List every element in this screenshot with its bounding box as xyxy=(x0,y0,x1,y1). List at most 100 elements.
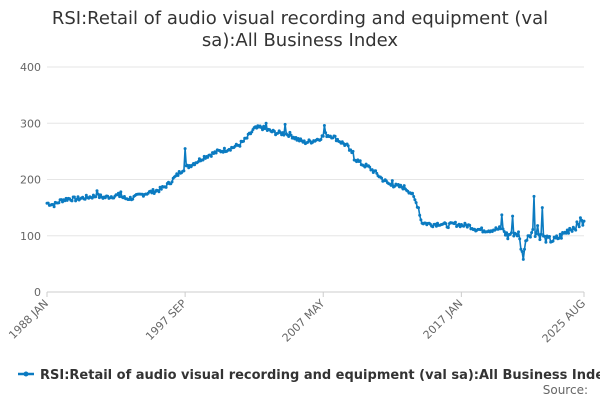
data-point xyxy=(574,228,578,232)
legend-dot-marker xyxy=(23,371,29,377)
data-point xyxy=(358,159,362,163)
data-point xyxy=(302,139,306,143)
data-point xyxy=(444,222,448,226)
data-point xyxy=(402,184,406,188)
chart-title-line-1: RSI:Retail of audio visual recording and… xyxy=(52,8,548,29)
y-tick-label: 100 xyxy=(20,230,41,243)
data-point xyxy=(99,193,103,197)
data-point xyxy=(564,231,568,235)
data-point xyxy=(525,238,529,242)
data-point xyxy=(209,154,213,158)
data-point xyxy=(283,122,287,126)
data-point xyxy=(322,124,326,127)
data-point xyxy=(296,137,300,140)
data-point xyxy=(537,233,541,237)
data-point xyxy=(131,197,135,201)
plot-area xyxy=(45,121,586,261)
data-point xyxy=(396,183,400,186)
data-point xyxy=(261,128,264,132)
data-point xyxy=(539,232,543,236)
data-point xyxy=(555,234,559,238)
data-point xyxy=(151,188,155,191)
data-point xyxy=(468,223,472,227)
data-point xyxy=(84,193,88,197)
x-tick-label: 2017 JAN xyxy=(421,297,466,342)
data-point xyxy=(548,235,551,238)
data-point xyxy=(214,151,218,155)
data-point xyxy=(255,126,259,130)
data-point xyxy=(222,146,226,150)
legend[interactable]: RSI:Retail of audio visual recording and… xyxy=(18,368,600,383)
data-point xyxy=(288,130,292,134)
data-point xyxy=(119,190,123,194)
data-point xyxy=(419,218,423,222)
data-point xyxy=(83,197,87,201)
data-point xyxy=(94,195,98,199)
data-point xyxy=(201,158,205,162)
data-point xyxy=(164,185,168,189)
data-point xyxy=(575,220,579,224)
data-point xyxy=(576,222,580,226)
data-point xyxy=(368,165,372,169)
data-point xyxy=(346,144,350,148)
data-point xyxy=(242,139,245,143)
data-point xyxy=(578,216,582,220)
data-point xyxy=(512,234,516,238)
data-point xyxy=(196,160,200,164)
data-point xyxy=(523,247,526,251)
data-point xyxy=(567,231,570,235)
data-point xyxy=(59,198,63,202)
data-point xyxy=(76,195,80,199)
data-point xyxy=(264,121,268,125)
data-point xyxy=(581,223,585,227)
data-point xyxy=(528,235,532,239)
y-tick-label: 0 xyxy=(34,286,41,299)
data-point xyxy=(127,198,131,201)
x-tick-label: 2007 MAY xyxy=(280,297,328,345)
data-point xyxy=(182,169,186,173)
data-point xyxy=(582,219,586,223)
data-point xyxy=(333,134,337,138)
chart-title-line-2: sa):All Business Index xyxy=(202,30,399,51)
data-point xyxy=(96,192,100,196)
data-point xyxy=(197,157,201,161)
data-point xyxy=(287,135,291,138)
data-point xyxy=(289,133,293,137)
data-point xyxy=(418,213,422,217)
data-point xyxy=(106,194,110,198)
data-point xyxy=(374,169,378,173)
data-point xyxy=(462,224,466,228)
data-point xyxy=(502,230,506,233)
data-point xyxy=(228,148,232,152)
data-point xyxy=(496,227,500,231)
data-point xyxy=(263,127,267,131)
y-tick-label: 400 xyxy=(20,61,41,74)
data-point xyxy=(116,191,120,195)
data-point xyxy=(183,147,187,151)
source-credit[interactable]: Source: xyxy=(543,383,588,397)
x-tick-label: 2025 AUG xyxy=(540,297,589,346)
data-point xyxy=(122,195,126,198)
data-point xyxy=(521,257,525,261)
data-point xyxy=(530,231,534,235)
data-point xyxy=(457,222,461,226)
data-point xyxy=(544,240,548,244)
data-point xyxy=(536,224,540,228)
data-point xyxy=(187,166,191,170)
legend-label[interactable]: RSI:Retail of audio visual recording and… xyxy=(40,368,600,383)
data-point xyxy=(412,195,416,198)
data-point xyxy=(532,194,536,198)
data-point xyxy=(577,225,581,229)
data-point xyxy=(559,236,563,240)
data-point xyxy=(411,191,414,195)
data-point xyxy=(558,232,562,236)
data-point xyxy=(280,133,284,137)
data-point xyxy=(349,148,353,152)
data-point xyxy=(465,225,469,229)
y-tick-label: 200 xyxy=(20,174,41,187)
x-axis: 1988 JAN 1997 SEP 2007 MAY 2017 JAN 2025 AUG xyxy=(6,292,588,345)
data-point xyxy=(159,187,163,191)
data-point xyxy=(499,227,503,231)
data-point xyxy=(458,225,462,229)
data-point xyxy=(453,220,457,224)
